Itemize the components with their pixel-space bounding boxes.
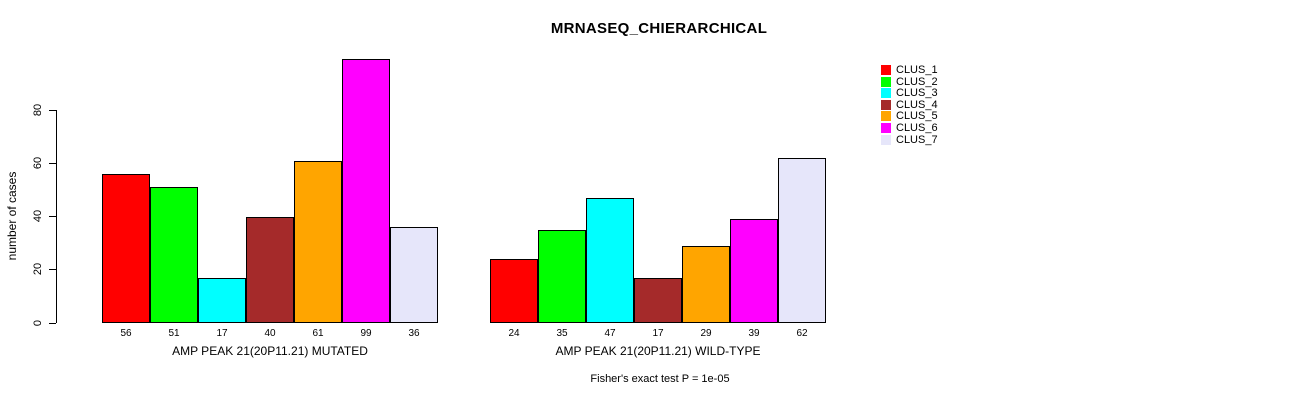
bar-value-label: 51 <box>168 328 180 339</box>
bar-clus_2-group1 <box>150 187 198 323</box>
x-axis-label-group2: AMP PEAK 21(20P11.21) WILD-TYPE <box>555 344 761 358</box>
legend-swatch-clus_5 <box>881 111 891 122</box>
annotation-fisher-test: Fisher's exact test P = 1e-05 <box>590 373 730 385</box>
bar-clus_5-group2 <box>682 245 730 323</box>
bar-value-label: 61 <box>312 328 324 339</box>
bar-value-label: 99 <box>360 328 372 339</box>
y-axis-line <box>56 109 57 323</box>
bar-clus_4-group2 <box>634 277 682 323</box>
y-tick-mark <box>49 162 56 164</box>
bar-clus_6-group1 <box>342 59 390 323</box>
bar-value-label: 39 <box>748 328 760 339</box>
bar-value-label: 56 <box>120 328 132 339</box>
bar-clus_1-group2 <box>490 259 538 323</box>
y-tick-label: 80 <box>32 103 44 116</box>
legend-swatch-clus_3 <box>881 88 891 99</box>
bar-value-label: 17 <box>652 328 664 339</box>
legend-swatch-clus_1 <box>881 65 891 75</box>
bar-clus_3-group2 <box>586 197 634 323</box>
y-tick-mark <box>49 269 56 271</box>
y-axis-label: number of cases <box>5 171 19 261</box>
legend-label-clus_3: CLUS_3 <box>896 87 938 100</box>
bar-value-label: 40 <box>264 328 276 339</box>
legend-label-clus_4: CLUS_4 <box>896 98 938 111</box>
bar-value-label: 17 <box>216 328 228 339</box>
y-tick-mark <box>49 216 56 217</box>
legend-swatch-clus_4 <box>881 99 891 110</box>
y-tick-label: 20 <box>32 263 44 276</box>
bar-value-label: 35 <box>556 328 568 339</box>
legend-label-clus_6: CLUS_6 <box>896 122 938 134</box>
bar-clus_5-group1 <box>294 160 342 323</box>
y-tick-mark <box>49 109 56 111</box>
bar-value-label: 29 <box>700 328 712 339</box>
bar-clus_7-group2 <box>778 157 826 323</box>
bar-value-label: 36 <box>408 328 420 339</box>
chart-title: MRNASEQ_CHIERARCHICAL <box>550 20 768 37</box>
y-tick-mark <box>49 322 56 324</box>
bar-value-label: 24 <box>508 328 520 339</box>
y-tick-label: 0 <box>32 319 44 326</box>
legend-swatch-clus_7 <box>881 134 891 145</box>
bar-value-label: 62 <box>796 328 808 339</box>
bar-clus_3-group1 <box>198 277 246 323</box>
x-axis-label-group1: AMP PEAK 21(20P11.21) MUTATED <box>172 344 368 358</box>
bar-value-label: 47 <box>604 328 616 339</box>
bar-clus_6-group2 <box>730 219 778 323</box>
legend-label-clus_2: CLUS_2 <box>896 75 938 88</box>
bar-clus_1-group1 <box>102 173 150 323</box>
legend-swatch-clus_2 <box>881 76 891 87</box>
legend-swatch-clus_6 <box>881 123 891 133</box>
bar-clus_4-group1 <box>246 216 294 323</box>
bar-clus_7-group1 <box>390 227 438 323</box>
legend-label-clus_5: CLUS_5 <box>896 110 938 123</box>
bar-clus_2-group2 <box>538 229 586 323</box>
y-tick-label: 60 <box>32 156 44 169</box>
legend-label-clus_7: CLUS_7 <box>896 133 938 146</box>
y-tick-label: 40 <box>32 209 44 223</box>
legend-label-clus_1: CLUS_1 <box>896 64 938 76</box>
